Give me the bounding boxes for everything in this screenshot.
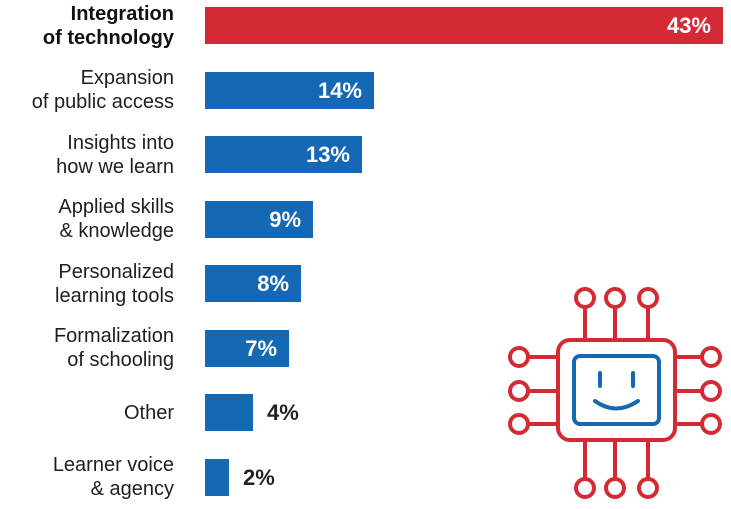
value-label: 14% <box>317 77 362 103</box>
category-label: Integration of technology <box>42 2 174 49</box>
value-label: 9% <box>269 206 301 232</box>
value-label: 8% <box>257 271 289 296</box>
value-label: 4% <box>267 400 299 425</box>
bar <box>205 458 229 496</box>
bar <box>205 136 362 173</box>
bar <box>205 265 301 302</box>
value-label: 7% <box>245 335 277 361</box>
bar <box>205 200 313 238</box>
bar <box>205 329 289 367</box>
category-label: Learner voice & agency <box>52 454 174 500</box>
category-label: Expansion of public access <box>31 67 174 113</box>
category-label: Insights into how we learn <box>56 131 174 178</box>
bar <box>205 394 253 431</box>
bar <box>205 7 723 44</box>
category-label: Other <box>123 401 174 424</box>
category-label: Applied skills & knowledge <box>58 196 174 242</box>
category-label: Personalized learning tools <box>55 260 174 307</box>
bar <box>205 71 374 109</box>
value-label: 43% <box>666 13 711 38</box>
category-label: Formalization of schooling <box>53 325 174 371</box>
ai-chip-smiley-icon <box>508 287 722 499</box>
value-label: 13% <box>305 142 350 167</box>
value-label: 2% <box>243 464 275 490</box>
